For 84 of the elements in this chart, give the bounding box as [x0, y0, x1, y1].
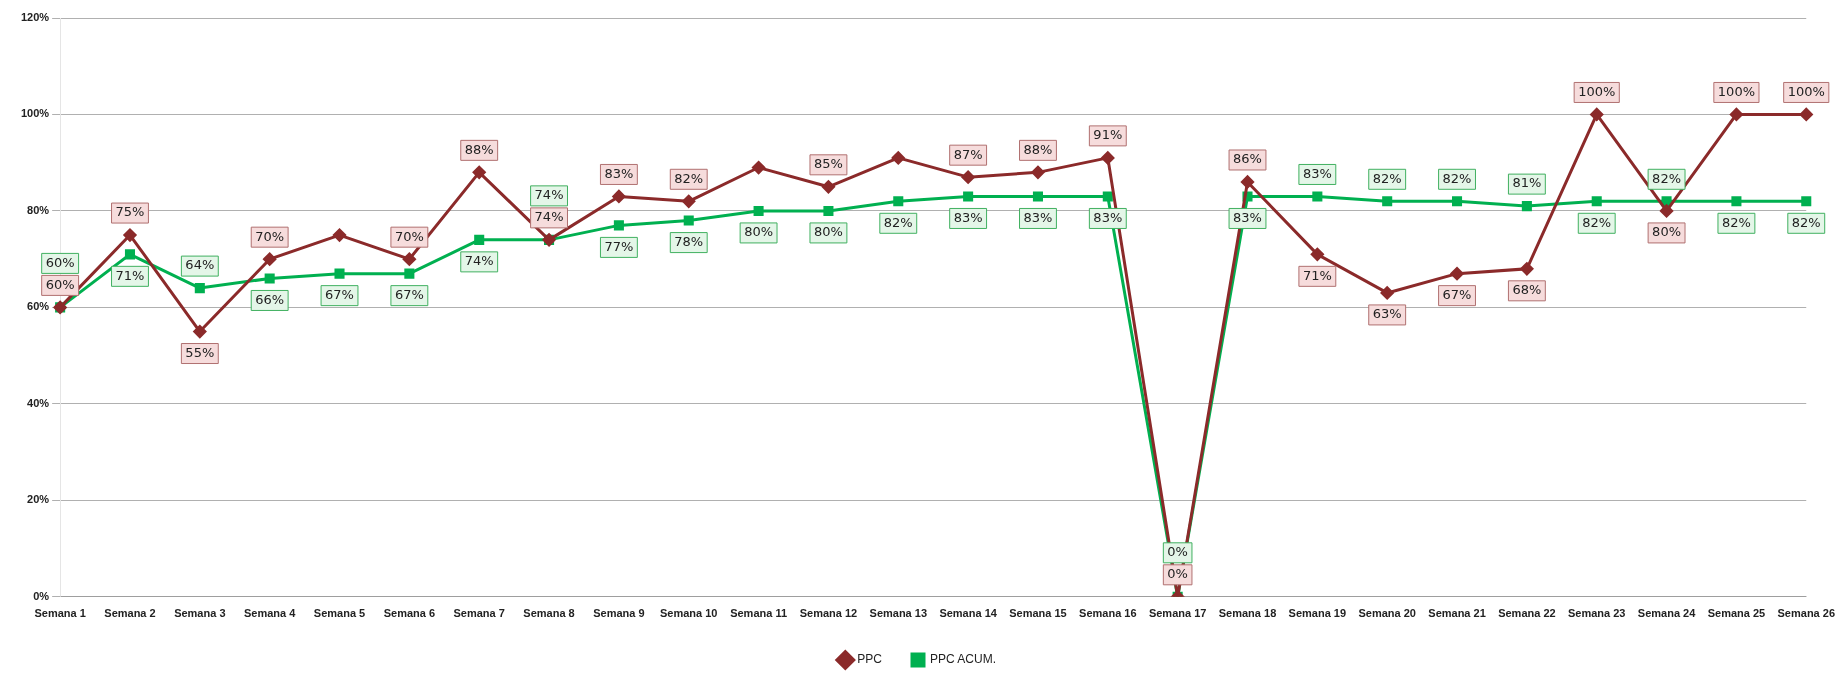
data-label: 83%: [604, 165, 634, 181]
y-tick-label: 60%: [27, 300, 50, 313]
data-label: 80%: [813, 224, 843, 240]
data-label: 74%: [534, 209, 564, 225]
data-label: 86%: [1233, 151, 1262, 167]
data-label: 81%: [1512, 175, 1542, 191]
data-label: 70%: [394, 228, 424, 244]
data-label: 60%: [45, 254, 75, 270]
data-label: 100%: [1717, 83, 1755, 99]
y-tick-label: 40%: [27, 396, 50, 409]
x-tick-label: Semana 7: [453, 607, 505, 620]
data-label: 82%: [1721, 214, 1751, 230]
x-tick-label: Semana 5: [313, 607, 366, 620]
data-label: 82%: [674, 170, 704, 186]
x-tick-label: Semana 22: [1498, 607, 1556, 620]
data-label: 0%: [1167, 566, 1188, 582]
data-label: 71%: [115, 267, 145, 283]
data-label: 67%: [325, 287, 354, 303]
legend-label: PPC: [857, 652, 883, 667]
data-label: 83%: [1233, 209, 1262, 225]
x-tick-label: Semana 15: [1009, 607, 1067, 620]
data-label: 100%: [1578, 83, 1616, 99]
x-tick-label: Semana 23: [1567, 607, 1626, 620]
data-label: 75%: [115, 204, 145, 220]
data-label: 78%: [674, 233, 704, 249]
x-tick-label: Semana 20: [1358, 607, 1416, 620]
x-tick-label: Semana 6: [383, 607, 436, 620]
data-label: 68%: [1512, 282, 1542, 298]
data-label: 64%: [185, 257, 215, 273]
data-label: 83%: [1093, 209, 1123, 225]
data-label: 82%: [1372, 170, 1402, 186]
x-tick-label: Semana 14: [939, 607, 998, 620]
data-label: 60%: [45, 276, 75, 292]
x-tick-label: Semana 26: [1777, 607, 1835, 620]
data-label: 83%: [1023, 209, 1053, 225]
data-label: 66%: [255, 291, 285, 307]
y-tick-label: 100%: [20, 107, 50, 120]
data-label: 67%: [1442, 287, 1472, 303]
x-tick-label: Semana 17: [1148, 607, 1207, 620]
data-label: 74%: [534, 187, 564, 203]
data-label: 82%: [1791, 214, 1821, 230]
data-label: 67%: [394, 287, 424, 303]
x-tick-label: Semana 2: [104, 607, 156, 620]
data-label: 80%: [1652, 224, 1682, 240]
x-tick-label: Semana 21: [1428, 607, 1486, 620]
y-tick-label: 0%: [33, 589, 50, 602]
data-label: 83%: [953, 209, 983, 225]
data-label: 0%: [1167, 544, 1188, 560]
x-tick-label: Semana 18: [1218, 607, 1277, 620]
x-tick-label: Semana 16: [1079, 607, 1137, 620]
x-tick-label: Semana 24: [1637, 607, 1697, 620]
data-label: 55%: [185, 344, 215, 360]
data-label: 71%: [1302, 267, 1332, 283]
data-label: 82%: [1582, 214, 1612, 230]
data-label: 87%: [953, 146, 983, 162]
data-label: 70%: [255, 228, 285, 244]
x-tick-label: Semana 19: [1288, 607, 1347, 620]
data-label: 63%: [1372, 306, 1402, 322]
data-label: 82%: [1442, 170, 1472, 186]
data-label: 83%: [1302, 165, 1332, 181]
data-label: 74%: [464, 253, 494, 269]
data-label: 88%: [1023, 141, 1053, 157]
x-tick-label: Semana 4: [243, 607, 297, 620]
data-label: 91%: [1093, 127, 1123, 143]
x-tick-label: Semana 25: [1707, 607, 1766, 620]
x-tick-label: Semana 3: [174, 607, 226, 620]
x-tick-label: Semana 11: [730, 607, 788, 620]
data-label: 85%: [813, 156, 843, 172]
y-tick-label: 20%: [27, 493, 50, 506]
x-tick-label: Semana 8: [523, 607, 575, 620]
data-label: 88%: [464, 141, 494, 157]
x-tick-label: Semana 1: [34, 607, 86, 620]
legend-label: PPC ACUM.: [930, 652, 997, 667]
data-label: 82%: [1652, 170, 1682, 186]
y-tick-label: 120%: [20, 11, 50, 24]
data-label: 82%: [883, 214, 913, 230]
x-tick-label: Semana 13: [869, 607, 928, 620]
x-tick-label: Semana 9: [593, 607, 645, 620]
data-label: 100%: [1787, 83, 1825, 99]
data-label: 77%: [604, 238, 634, 254]
data-label: 80%: [744, 224, 774, 240]
y-tick-label: 80%: [27, 203, 50, 216]
x-tick-label: Semana 10: [660, 607, 718, 620]
x-tick-label: Semana 12: [799, 607, 858, 620]
